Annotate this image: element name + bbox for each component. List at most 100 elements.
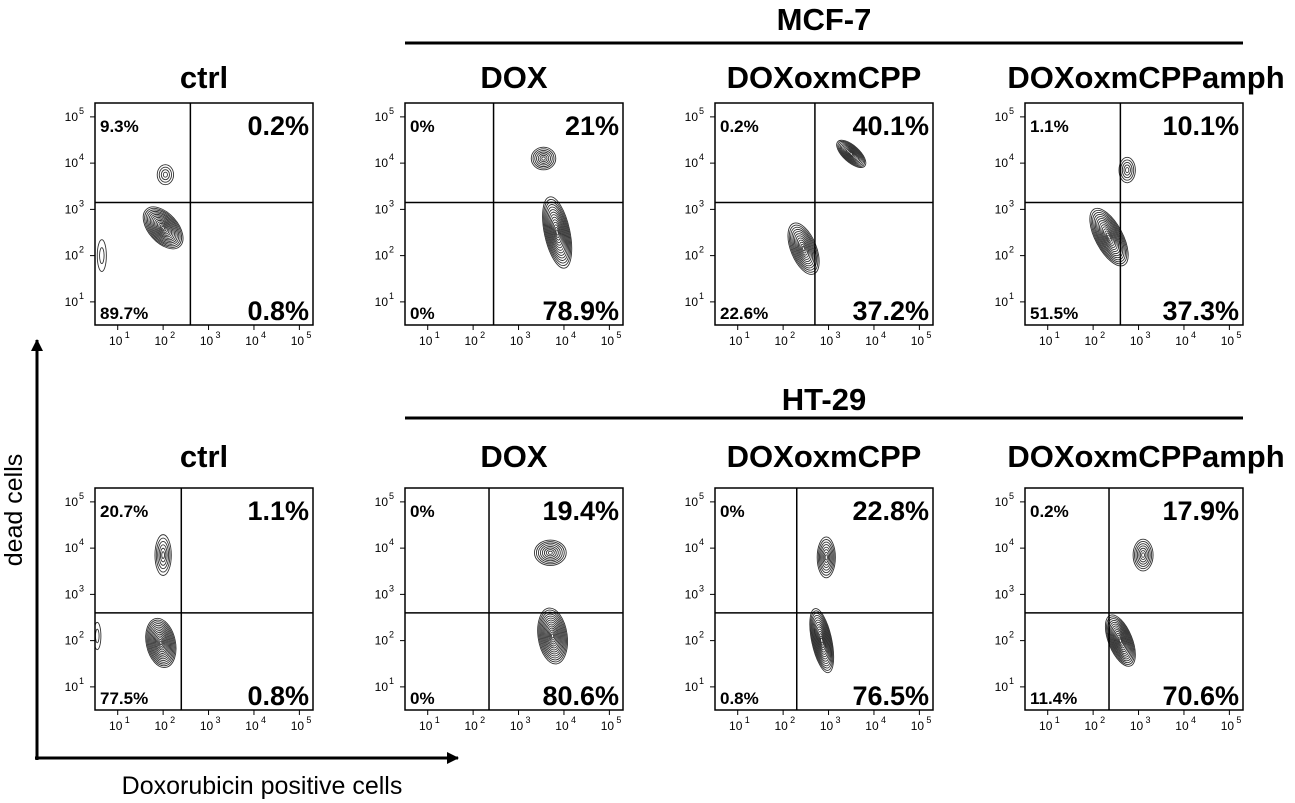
x-tick-label: 10 bbox=[510, 334, 524, 348]
contour-line bbox=[1118, 156, 1136, 184]
x-tick-label: 10 bbox=[291, 334, 305, 348]
y-tick-label: 10 bbox=[995, 680, 1009, 694]
contour-line bbox=[820, 637, 824, 644]
contour-line bbox=[809, 608, 835, 674]
quadrant-lower-right: 80.6% bbox=[542, 681, 619, 711]
contour-line bbox=[541, 545, 559, 560]
contour-line bbox=[547, 550, 553, 555]
y-tick-label: 10 bbox=[995, 295, 1009, 309]
quadrant-upper-left: 0.2% bbox=[720, 117, 759, 136]
y-tick-label: 10 bbox=[65, 541, 79, 555]
y-tick-exponent: 5 bbox=[79, 491, 84, 501]
contour-line bbox=[159, 224, 167, 232]
contour-line bbox=[530, 146, 557, 171]
contour-line bbox=[812, 617, 831, 664]
contour-line bbox=[159, 547, 167, 563]
contour-line bbox=[161, 551, 165, 559]
contour-line bbox=[536, 151, 551, 166]
contour-line bbox=[845, 148, 857, 159]
contour-line bbox=[847, 150, 856, 158]
quadrant-lower-right: 78.9% bbox=[542, 296, 619, 326]
contour-line bbox=[158, 166, 172, 183]
y-tick-label: 10 bbox=[375, 202, 389, 216]
y-tick-label: 10 bbox=[65, 295, 79, 309]
contour-line bbox=[546, 625, 559, 647]
x-tick-exponent: 4 bbox=[1191, 715, 1196, 725]
x-tick-label: 10 bbox=[510, 719, 524, 733]
contour-line bbox=[145, 209, 181, 247]
contour-line bbox=[537, 607, 568, 665]
x-tick-label: 10 bbox=[1175, 334, 1189, 348]
contour-populations bbox=[809, 536, 836, 674]
contour-populations bbox=[1104, 538, 1154, 667]
contour-line bbox=[538, 609, 567, 663]
contour-line bbox=[801, 246, 806, 252]
quadrant-lower-left: 89.7% bbox=[100, 304, 148, 323]
y-tick-exponent: 5 bbox=[1009, 106, 1014, 116]
y-tick-exponent: 1 bbox=[79, 676, 84, 686]
contour-line bbox=[149, 624, 173, 661]
panel-title: DOXoxmCPPamph bbox=[1007, 439, 1284, 474]
contour-line bbox=[154, 633, 167, 653]
contour-line bbox=[544, 621, 561, 651]
contour-line bbox=[153, 631, 168, 654]
contour-populations bbox=[787, 139, 867, 275]
y-tick-exponent: 3 bbox=[699, 583, 704, 593]
contour-line bbox=[817, 539, 835, 576]
quadrant-lower-left: 0% bbox=[410, 304, 435, 323]
quadrant-upper-right: 21% bbox=[565, 111, 619, 141]
contour-line bbox=[161, 225, 165, 230]
contour-line bbox=[1092, 211, 1126, 263]
contour-line bbox=[95, 621, 102, 651]
contour-line bbox=[1101, 226, 1117, 248]
quadrant-lower-left: 22.6% bbox=[720, 304, 768, 323]
x-tick-label: 10 bbox=[774, 334, 788, 348]
contour-line bbox=[554, 226, 560, 239]
contour-line bbox=[541, 156, 546, 161]
contour-line bbox=[154, 534, 172, 576]
group-title: MCF-7 bbox=[777, 2, 872, 37]
contour-populations bbox=[96, 164, 184, 272]
contour-line bbox=[537, 542, 563, 563]
contour-line bbox=[555, 229, 559, 236]
contour-line bbox=[545, 549, 555, 557]
contour-line bbox=[823, 551, 829, 563]
contour-line bbox=[99, 247, 105, 265]
contour-line bbox=[822, 549, 831, 566]
panel-title: ctrl bbox=[180, 60, 228, 95]
x-tick-exponent: 1 bbox=[745, 715, 750, 725]
contour-line bbox=[158, 638, 164, 647]
contour-populations bbox=[1089, 156, 1136, 267]
quadrant-upper-left: 9.3% bbox=[100, 117, 139, 136]
contour-line bbox=[788, 224, 819, 273]
contour-line bbox=[818, 633, 825, 648]
x-tick-label: 10 bbox=[109, 719, 123, 733]
contour-line bbox=[1105, 232, 1113, 242]
y-tick-label: 10 bbox=[375, 541, 389, 555]
contour-line bbox=[545, 623, 560, 649]
y-tick-exponent: 3 bbox=[1009, 583, 1014, 593]
x-tick-exponent: 2 bbox=[790, 330, 795, 340]
panel-title: DOX bbox=[480, 60, 548, 95]
y-tick-label: 10 bbox=[65, 495, 79, 509]
contour-line bbox=[542, 196, 573, 269]
panel-title: DOXoxmCPP bbox=[727, 60, 922, 95]
contour-line bbox=[547, 627, 558, 645]
contour-line bbox=[552, 221, 562, 244]
contour-line bbox=[1117, 636, 1123, 645]
contour-line bbox=[1100, 224, 1118, 250]
y-tick-label: 10 bbox=[375, 156, 389, 170]
x-tick-exponent: 3 bbox=[1146, 715, 1151, 725]
contour-line bbox=[146, 619, 176, 667]
contour-line bbox=[158, 222, 168, 233]
x-tick-exponent: 2 bbox=[170, 330, 175, 340]
contour-line bbox=[158, 544, 168, 566]
x-tick-label: 10 bbox=[109, 334, 123, 348]
contour-line bbox=[819, 541, 834, 574]
contour-line bbox=[547, 209, 567, 256]
contour-line bbox=[1112, 627, 1129, 654]
x-tick-exponent: 4 bbox=[261, 715, 266, 725]
y-tick-exponent: 4 bbox=[79, 152, 84, 162]
contour-line bbox=[142, 206, 184, 250]
